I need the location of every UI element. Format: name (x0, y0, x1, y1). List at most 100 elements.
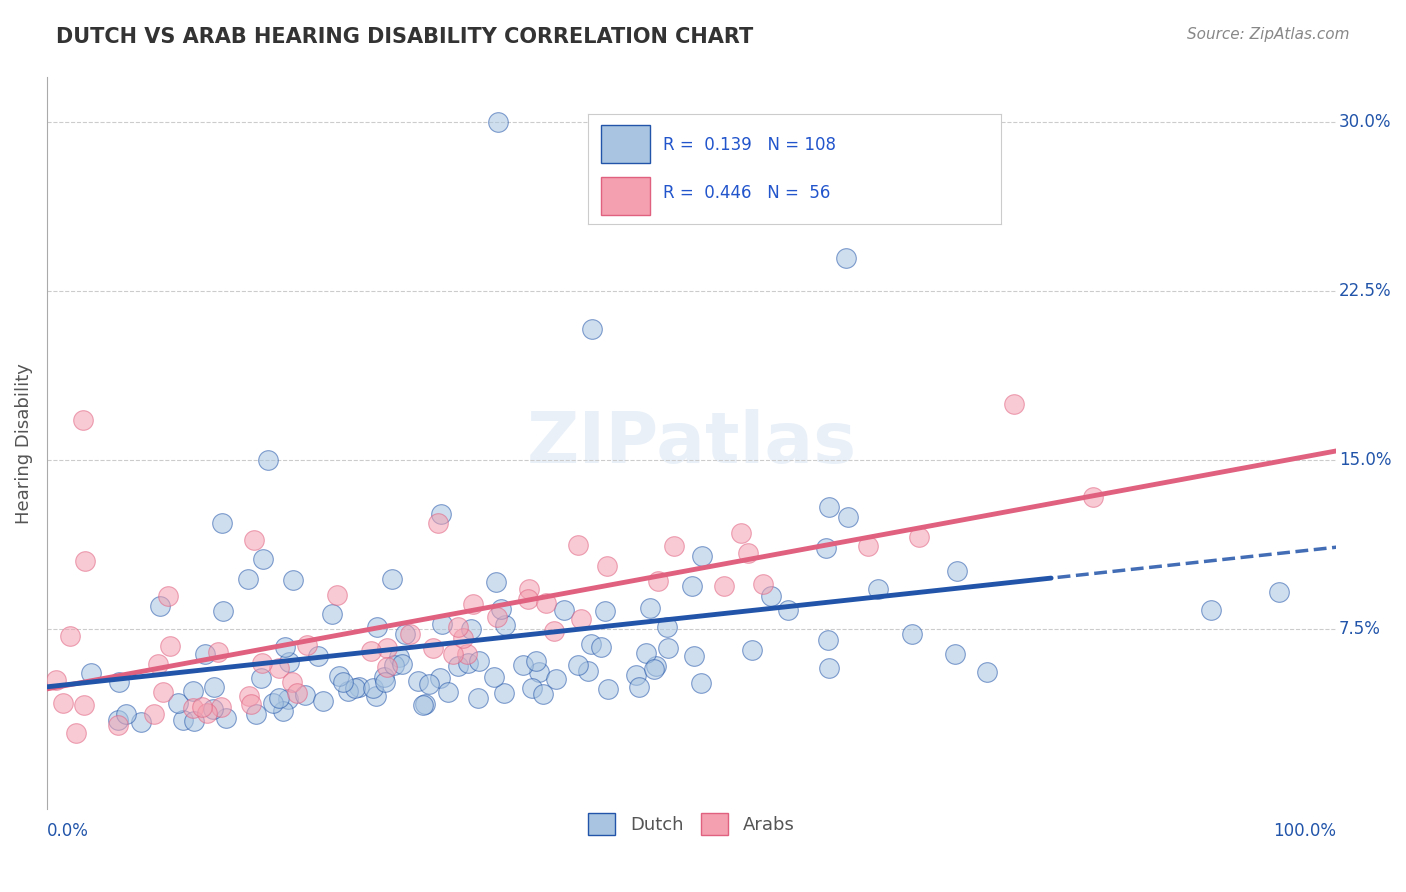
Point (183, 714, 205, 728)
Point (273, 640, 295, 654)
Point (422, 641, 444, 656)
Point (360, 644, 382, 658)
Text: 30.0%: 30.0% (1339, 113, 1392, 131)
Point (209, 700, 232, 714)
Point (426, 516, 449, 530)
Point (366, 620, 388, 634)
Point (713, 579, 735, 593)
Point (59, 629, 82, 643)
Point (657, 641, 679, 656)
Point (194, 647, 217, 661)
Point (240, 697, 263, 711)
Point (281, 573, 304, 587)
Point (1081, 490, 1104, 504)
Point (375, 660, 398, 674)
Point (129, 714, 152, 729)
Text: Source: ZipAtlas.com: Source: ZipAtlas.com (1187, 27, 1350, 42)
Point (191, 700, 214, 714)
Point (252, 552, 274, 566)
Point (152, 685, 174, 699)
Point (65, 726, 87, 740)
Point (567, 538, 589, 552)
Point (156, 589, 179, 603)
Point (382, 658, 405, 673)
Point (271, 704, 294, 718)
Point (295, 638, 318, 652)
Point (159, 639, 181, 653)
Point (167, 696, 190, 710)
Point (375, 641, 398, 656)
Point (866, 582, 889, 597)
Point (278, 655, 301, 669)
Point (399, 627, 422, 641)
Point (451, 631, 474, 645)
Point (321, 607, 343, 621)
Point (759, 590, 782, 604)
Point (201, 702, 224, 716)
Point (976, 665, 998, 679)
Point (391, 657, 413, 671)
Point (486, 115, 509, 129)
Point (626, 668, 648, 682)
Text: 100.0%: 100.0% (1274, 822, 1336, 840)
Point (567, 658, 589, 673)
Point (1002, 397, 1025, 411)
Point (689, 675, 711, 690)
Point (690, 549, 713, 563)
Text: ZIPatlas: ZIPatlas (526, 409, 856, 478)
Point (269, 691, 291, 706)
Point (468, 654, 491, 668)
Point (517, 591, 540, 606)
Point (238, 689, 260, 703)
Point (657, 620, 679, 634)
Point (172, 713, 194, 727)
Point (581, 637, 603, 651)
Point (107, 718, 129, 732)
Point (380, 572, 402, 586)
Point (730, 525, 752, 540)
Point (52, 696, 75, 710)
Point (900, 627, 922, 641)
Point (307, 648, 329, 663)
Point (482, 670, 505, 684)
Point (647, 574, 669, 589)
Text: 22.5%: 22.5% (1339, 283, 1392, 301)
Point (638, 600, 661, 615)
Point (245, 707, 267, 722)
Point (489, 601, 512, 615)
Point (835, 251, 858, 265)
Point (837, 509, 859, 524)
Point (543, 624, 565, 638)
Point (520, 681, 543, 695)
Point (211, 516, 233, 531)
Point (741, 643, 763, 657)
Legend: Dutch, Arabs: Dutch, Arabs (579, 804, 804, 844)
Point (512, 657, 534, 672)
Point (524, 654, 547, 668)
Point (285, 686, 308, 700)
Point (332, 674, 354, 689)
Point (943, 647, 966, 661)
Point (492, 686, 515, 700)
Point (373, 670, 395, 684)
Point (681, 579, 703, 593)
Point (326, 588, 349, 602)
Point (457, 656, 479, 670)
Point (591, 640, 613, 654)
Point (107, 713, 129, 727)
Point (211, 604, 233, 618)
Point (751, 577, 773, 591)
Point (238, 573, 260, 587)
Point (430, 507, 453, 521)
Point (72, 412, 94, 426)
Point (817, 500, 839, 514)
Point (197, 706, 219, 721)
Point (527, 665, 550, 679)
Point (581, 322, 603, 336)
Point (814, 541, 837, 556)
Point (388, 650, 411, 665)
Point (636, 646, 658, 660)
Point (494, 617, 516, 632)
Point (80, 665, 103, 680)
Point (336, 683, 359, 698)
